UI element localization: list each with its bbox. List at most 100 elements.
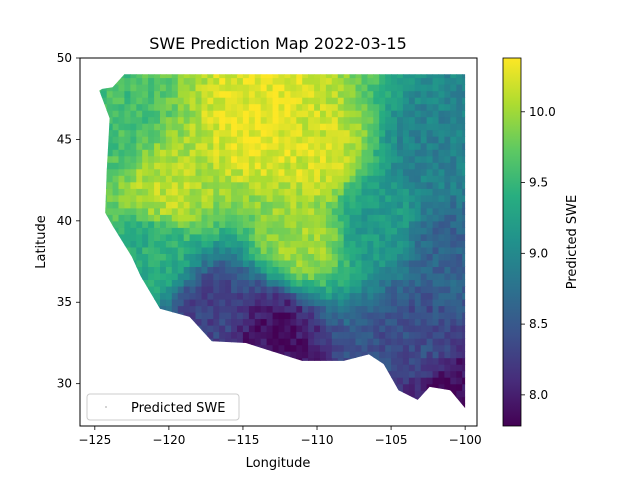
heat-cell bbox=[373, 142, 380, 150]
heat-cell bbox=[344, 410, 351, 417]
heat-cell bbox=[331, 259, 339, 267]
heat-cell bbox=[414, 364, 422, 372]
heat-cell bbox=[237, 377, 244, 385]
heat-cell bbox=[100, 246, 108, 254]
heat-cell bbox=[266, 377, 274, 385]
heat-cell bbox=[373, 227, 380, 235]
heat-cell bbox=[302, 116, 309, 124]
heat-cell bbox=[331, 318, 339, 326]
heat-cell bbox=[100, 286, 108, 294]
heat-cell bbox=[225, 325, 232, 333]
heat-cell bbox=[314, 201, 321, 209]
heat-cell bbox=[438, 364, 445, 372]
heat-cell bbox=[468, 195, 475, 202]
heat-cell bbox=[225, 123, 232, 131]
heat-cell bbox=[444, 207, 451, 215]
heat-cell bbox=[420, 175, 428, 183]
heat-cell bbox=[432, 259, 440, 267]
heat-cell bbox=[456, 175, 463, 183]
heat-cell bbox=[189, 214, 197, 222]
heat-cell bbox=[361, 364, 368, 372]
heat-cell bbox=[249, 58, 256, 65]
heat-cell bbox=[254, 97, 262, 105]
heat-cell bbox=[408, 110, 416, 118]
heat-cell bbox=[177, 97, 185, 105]
heat-cell bbox=[237, 344, 244, 352]
heat-cell bbox=[444, 188, 451, 196]
heat-cell bbox=[420, 155, 428, 163]
heat-cell bbox=[337, 377, 345, 385]
heat-cell bbox=[314, 116, 321, 124]
heat-cell bbox=[385, 207, 392, 215]
heat-cell bbox=[391, 272, 398, 280]
heat-cell bbox=[118, 377, 125, 385]
heat-cell bbox=[254, 77, 262, 85]
heat-cell bbox=[302, 383, 309, 391]
heat-cell bbox=[183, 97, 191, 105]
heat-cell bbox=[432, 233, 440, 241]
heat-cell bbox=[213, 65, 220, 72]
heat-cell bbox=[248, 84, 256, 92]
heat-cell bbox=[207, 312, 214, 320]
heat-cell bbox=[183, 227, 191, 235]
heat-cell bbox=[189, 305, 197, 313]
heat-cell bbox=[177, 90, 185, 98]
heat-cell bbox=[201, 77, 208, 85]
heat-cell bbox=[450, 344, 457, 352]
heat-cell bbox=[373, 90, 380, 98]
heat-cell bbox=[272, 312, 280, 320]
heat-cell bbox=[420, 103, 428, 111]
heat-cell bbox=[112, 142, 120, 150]
heat-cell bbox=[273, 410, 280, 417]
heat-cell bbox=[213, 194, 220, 202]
heat-cell bbox=[177, 149, 185, 157]
heat-cell bbox=[260, 116, 268, 124]
heat-cell bbox=[160, 201, 167, 209]
x-tick-label: −125 bbox=[78, 433, 111, 447]
heat-cell bbox=[201, 175, 208, 183]
heat-cell bbox=[242, 233, 250, 241]
heat-cell bbox=[332, 58, 339, 65]
heat-cell bbox=[444, 110, 451, 118]
heat-cell bbox=[367, 390, 374, 398]
heat-cell bbox=[391, 403, 398, 409]
heat-cell bbox=[284, 65, 291, 72]
heat-cell bbox=[302, 357, 309, 365]
heat-cell bbox=[225, 97, 232, 105]
heat-cell bbox=[343, 292, 351, 300]
heat-cell bbox=[361, 116, 368, 124]
heat-cell bbox=[367, 149, 374, 157]
heat-cell bbox=[403, 410, 410, 417]
heat-cell bbox=[462, 149, 466, 157]
heat-cell bbox=[420, 123, 428, 131]
heat-cell bbox=[343, 227, 351, 235]
heat-cell bbox=[248, 142, 256, 150]
heat-cell bbox=[171, 344, 179, 352]
heat-cell bbox=[426, 338, 434, 346]
heat-cell bbox=[165, 129, 173, 137]
heat-cell bbox=[195, 149, 202, 157]
heat-cell bbox=[314, 403, 321, 409]
heat-cell bbox=[320, 403, 327, 409]
heat-cell bbox=[408, 403, 416, 409]
heat-cell bbox=[361, 194, 368, 202]
heat-cell bbox=[231, 168, 238, 176]
heat-cell bbox=[397, 181, 404, 189]
heat-cell bbox=[379, 58, 386, 65]
heat-cell bbox=[450, 58, 457, 65]
heat-cell bbox=[391, 344, 398, 352]
y-tick-label: 50 bbox=[57, 51, 72, 65]
heat-cell bbox=[373, 58, 380, 65]
heat-cell bbox=[279, 410, 286, 417]
heat-cell bbox=[462, 403, 466, 409]
heat-cell bbox=[272, 77, 280, 85]
heat-cell bbox=[450, 338, 457, 346]
heat-cell bbox=[408, 90, 416, 98]
heat-cell bbox=[391, 312, 398, 320]
heat-cell bbox=[308, 103, 315, 111]
heat-cell bbox=[266, 403, 274, 409]
heat-cell bbox=[337, 162, 345, 170]
heat-cell bbox=[302, 279, 309, 287]
heat-cell bbox=[397, 318, 404, 326]
heat-cell bbox=[136, 201, 143, 209]
